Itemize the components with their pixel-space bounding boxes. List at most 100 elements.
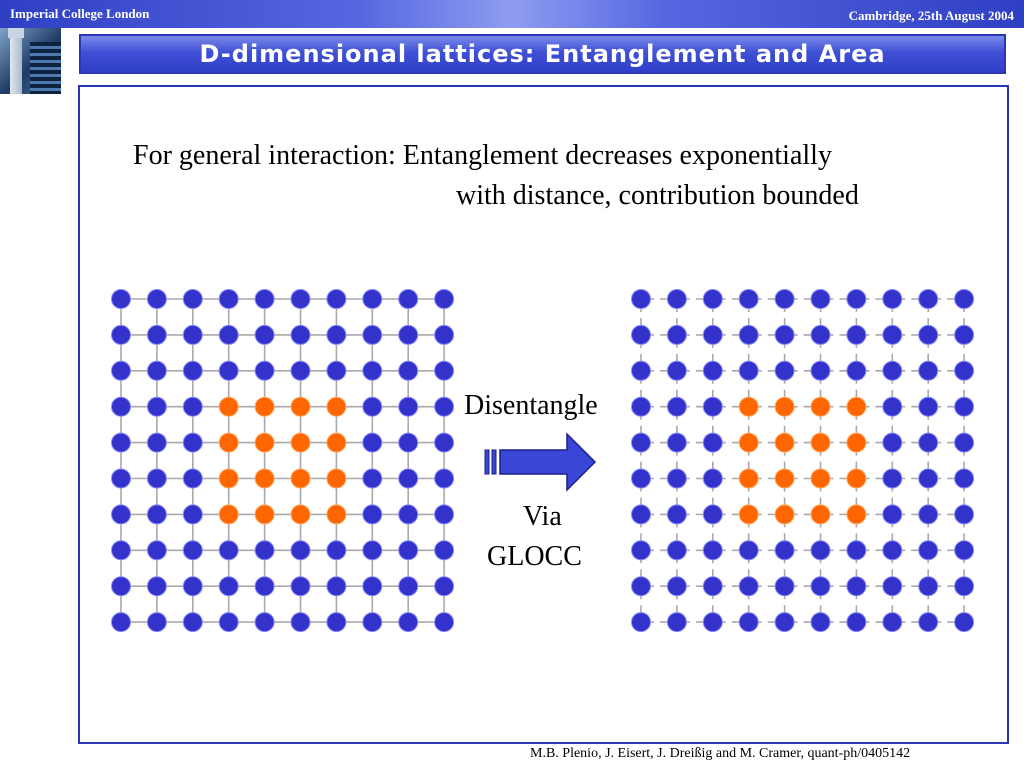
lattice-after-site [882, 289, 903, 309]
lattice-before-site [111, 324, 131, 345]
lattice-after-site [954, 540, 975, 561]
lattice-after-site [918, 396, 939, 417]
lattice-before-site [111, 504, 131, 525]
via-label: Via [523, 501, 562, 532]
lattice-after-site-highlighted [846, 432, 867, 453]
lattice-before-site [398, 612, 419, 633]
lattice-before-site [434, 576, 455, 597]
lattice-after-site-highlighted [846, 468, 867, 489]
lattice-before-site [182, 432, 203, 453]
lattice-after-site [918, 360, 939, 381]
lattice-after-site [846, 289, 867, 309]
lattice-after-site [702, 540, 723, 561]
lattice-after-site [702, 360, 723, 381]
lattice-after-site [882, 540, 903, 561]
lattice-after-site-highlighted [774, 468, 795, 489]
lattice-before-site [398, 432, 419, 453]
lattice-before-site [290, 540, 311, 561]
lattice-before-site-highlighted [254, 396, 275, 417]
lattice-after-site [666, 432, 687, 453]
event-date: Cambridge, 25th August 2004 [848, 8, 1014, 23]
lattice-before-site [326, 576, 347, 597]
lattice-after-site-highlighted [774, 432, 795, 453]
lattice-after-site [882, 432, 903, 453]
lattice-before-site-highlighted [254, 504, 275, 525]
lattice-after-site [882, 360, 903, 381]
lattice-before-site-highlighted [290, 504, 311, 525]
lattice-after-site [666, 396, 687, 417]
lattice-before-site [254, 324, 275, 345]
lattice-after-site [810, 289, 831, 309]
lattice-after-site [738, 612, 759, 633]
lattice-before-site-highlighted [326, 432, 347, 453]
lattice-before-site [111, 432, 131, 453]
lattice-after-site-highlighted [846, 396, 867, 417]
lattice-before-site [182, 324, 203, 345]
lattice-before-site [111, 468, 131, 489]
lattice-after-site-highlighted [738, 468, 759, 489]
lattice-before-site [290, 576, 311, 597]
lattice-after-site [954, 324, 975, 345]
lattice-after-site [631, 612, 651, 633]
lattice-before-site [434, 540, 455, 561]
lattice-before-site [254, 289, 275, 309]
lattice-after-site [631, 360, 651, 381]
lattice-after-site [702, 324, 723, 345]
lattice-before-site-highlighted [290, 468, 311, 489]
lattice-after-site [738, 576, 759, 597]
lattice-after-site [810, 576, 831, 597]
lattice-before-site [182, 504, 203, 525]
glass-building-shape [30, 42, 61, 94]
lattice-before-diagram [111, 289, 455, 633]
lattice-before-site [362, 504, 383, 525]
lattice-after-site [846, 612, 867, 633]
lattice-before-site-highlighted [326, 396, 347, 417]
tower-shape [10, 34, 22, 94]
lattice-before-site [326, 324, 347, 345]
header-bar: Imperial College London Cambridge, 25th … [0, 0, 1024, 28]
lattice-before-site [146, 612, 167, 633]
lattice-before-site [434, 504, 455, 525]
lattice-after-site-highlighted [810, 396, 831, 417]
lattice-before-site [362, 576, 383, 597]
lattice-after-site [702, 468, 723, 489]
lattice-after-site [666, 360, 687, 381]
arrow-body [499, 432, 597, 492]
lattice-before-site [362, 324, 383, 345]
lattice-before-site [218, 289, 239, 309]
lattice-after-site [631, 468, 651, 489]
lattice-after-site [846, 540, 867, 561]
lattice-before-site [434, 468, 455, 489]
lattice-after-site [954, 576, 975, 597]
lattice-before-site [398, 468, 419, 489]
lattice-after-site [954, 289, 975, 309]
lattice-after-site [918, 540, 939, 561]
lattice-after-site [846, 576, 867, 597]
lattice-after-site [774, 324, 795, 345]
lattice-before-site [146, 540, 167, 561]
lattice-before-site [434, 324, 455, 345]
lattice-after-site [631, 504, 651, 525]
lattice-before-site [434, 396, 455, 417]
lattice-before-site [146, 468, 167, 489]
lattice-before-site-highlighted [326, 468, 347, 489]
lattice-before-site-highlighted [218, 468, 239, 489]
lattice-after-site [631, 432, 651, 453]
lattice-after-site [882, 324, 903, 345]
lattice-before-site [326, 360, 347, 381]
lattice-before-site-highlighted [290, 396, 311, 417]
lattice-before-site [254, 576, 275, 597]
lattice-before-site [434, 612, 455, 633]
lattice-before-site [111, 576, 131, 597]
lattice-after-site-highlighted [810, 432, 831, 453]
arrow-stripe-1 [484, 449, 490, 475]
lattice-before-site [146, 289, 167, 309]
lattice-after-site [918, 324, 939, 345]
lattice-after-site [954, 432, 975, 453]
lattice-after-site [810, 324, 831, 345]
lattice-before-site [254, 540, 275, 561]
lattice-after-site [666, 576, 687, 597]
lattice-after-site [810, 540, 831, 561]
lattice-before-site [362, 360, 383, 381]
lattice-before-site-highlighted [218, 504, 239, 525]
